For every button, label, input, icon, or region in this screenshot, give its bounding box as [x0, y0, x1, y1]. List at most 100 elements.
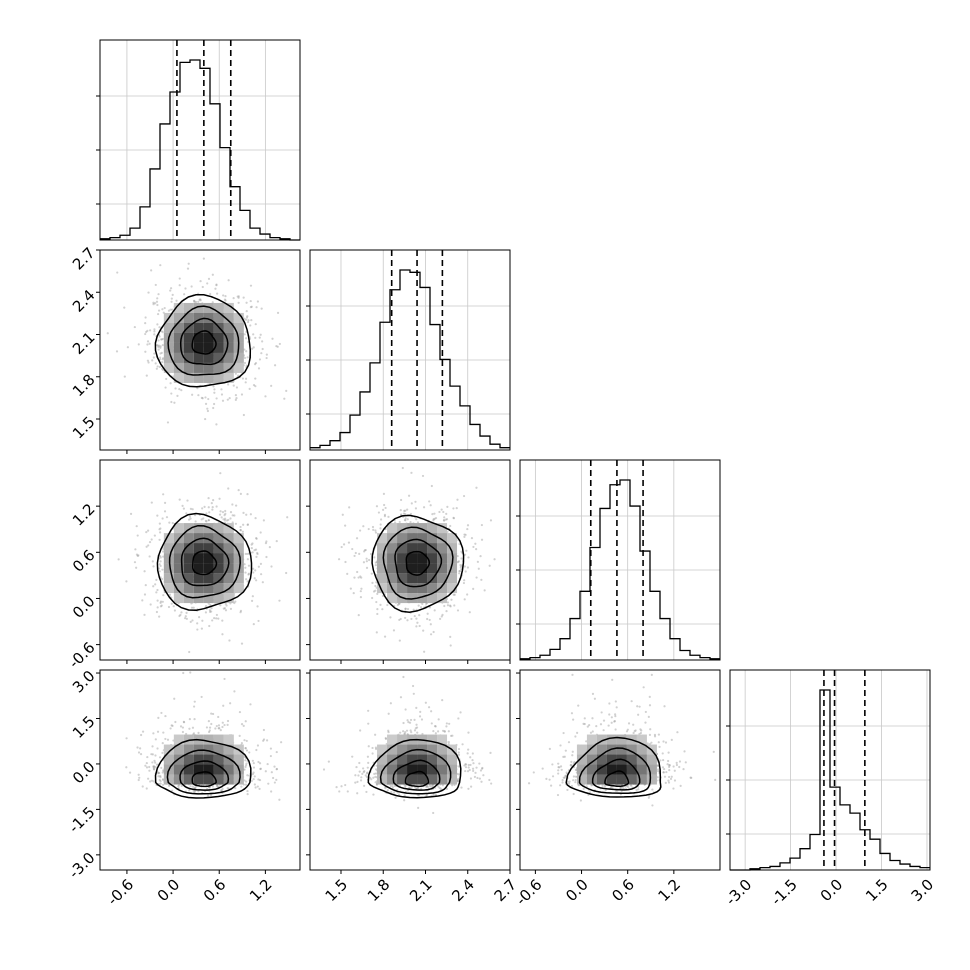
density-cell [377, 764, 388, 775]
density-cell [173, 362, 184, 373]
scatter-point [449, 635, 452, 638]
density-cell [223, 734, 234, 745]
panel-content-3 [125, 671, 283, 801]
scatter-point [156, 599, 159, 602]
scatter-point [161, 783, 165, 786]
scatter-point [227, 279, 230, 282]
scatter-point [155, 344, 159, 347]
scatter-point [430, 784, 434, 787]
scatter-point [367, 722, 370, 725]
scatter-point [468, 611, 471, 614]
density-cell [447, 533, 458, 544]
contour-level-1 [180, 537, 230, 587]
scatter-point [467, 763, 470, 767]
scatter-point [468, 768, 471, 772]
scatter-point [186, 267, 190, 270]
scatter-point [161, 308, 164, 311]
scatter-point [210, 610, 213, 613]
scatter-point [168, 784, 171, 788]
scatter-point [404, 616, 407, 620]
contour-level-1 [179, 317, 229, 366]
scatter-point [262, 738, 266, 741]
scatter-point [232, 384, 235, 387]
scatter-point [161, 337, 165, 341]
scatter-point [206, 794, 210, 797]
scatter-point [218, 513, 222, 516]
scatter-point [156, 514, 159, 517]
scatter-point [307, 545, 309, 547]
scatter-point [244, 783, 247, 786]
scatter-point [472, 587, 475, 590]
scatter-point [265, 739, 269, 742]
scatter-point [252, 771, 255, 774]
scatter-point [354, 551, 357, 555]
scatter-point [215, 613, 218, 617]
scatter-point [136, 554, 139, 557]
scatter-point [359, 596, 363, 599]
histogram-step-p3 [730, 689, 930, 871]
scatter-point [374, 733, 377, 736]
scatter-point [264, 770, 267, 773]
density-cell [203, 362, 214, 373]
scatter-point [489, 519, 493, 522]
scatter-point [416, 731, 419, 734]
scatter-point [116, 271, 119, 274]
scatter-point [145, 531, 148, 534]
scatter-point [460, 557, 463, 560]
scatter-point [220, 393, 224, 396]
scatter-point [475, 486, 478, 489]
scatter-point [261, 340, 264, 343]
scatter-point [156, 588, 159, 592]
scatter-point [231, 514, 234, 517]
density-cell [183, 764, 194, 775]
scatter-point [370, 778, 373, 781]
scatter-point [249, 703, 252, 706]
scatter-point [145, 374, 148, 377]
scatter-point [462, 494, 466, 498]
scatter-point [453, 593, 456, 596]
scatter-point [249, 284, 253, 287]
scatter-point [432, 630, 435, 634]
scatter-point [201, 397, 204, 400]
scatter-point [428, 606, 432, 609]
density-cell [407, 563, 418, 574]
scatter-point [402, 730, 405, 733]
scatter-point [238, 734, 241, 737]
scatter-point [275, 767, 279, 771]
density-cell [163, 322, 174, 333]
scatter-point [188, 727, 191, 730]
scatter-point [221, 633, 224, 636]
scatter-point [481, 767, 484, 770]
scatter-point [255, 306, 258, 309]
scatter-point [196, 387, 199, 390]
scatter-point [219, 510, 222, 513]
scatter-panel-p0-p3 [96, 669, 301, 874]
scatter-point [401, 466, 404, 470]
scatter-point [234, 372, 237, 375]
scatter-point [403, 518, 406, 522]
scatter-point [470, 537, 474, 540]
scatter-point [165, 516, 169, 519]
scatter-point [270, 384, 273, 387]
scatter-point [160, 351, 163, 354]
scatter-point [158, 344, 161, 347]
scatter-point [188, 650, 191, 654]
scatter-point [438, 786, 441, 789]
scatter-point [171, 521, 174, 525]
density-cell [173, 573, 184, 584]
scatter-point [248, 387, 251, 391]
scatter-point [239, 529, 242, 532]
scatter-point [433, 609, 436, 612]
scatter-point [224, 602, 227, 605]
panel-frame-p1 [309, 249, 511, 451]
scatter-point [146, 340, 150, 343]
contour-level-1 [394, 538, 443, 588]
scatter-point [404, 731, 407, 734]
scatter-point [403, 799, 406, 802]
density-cell [427, 734, 438, 745]
scatter-point [154, 283, 157, 287]
scatter-point [619, 786, 622, 789]
scatter-point [409, 521, 412, 524]
scatter-point [431, 513, 434, 516]
scatter-point [181, 726, 185, 729]
